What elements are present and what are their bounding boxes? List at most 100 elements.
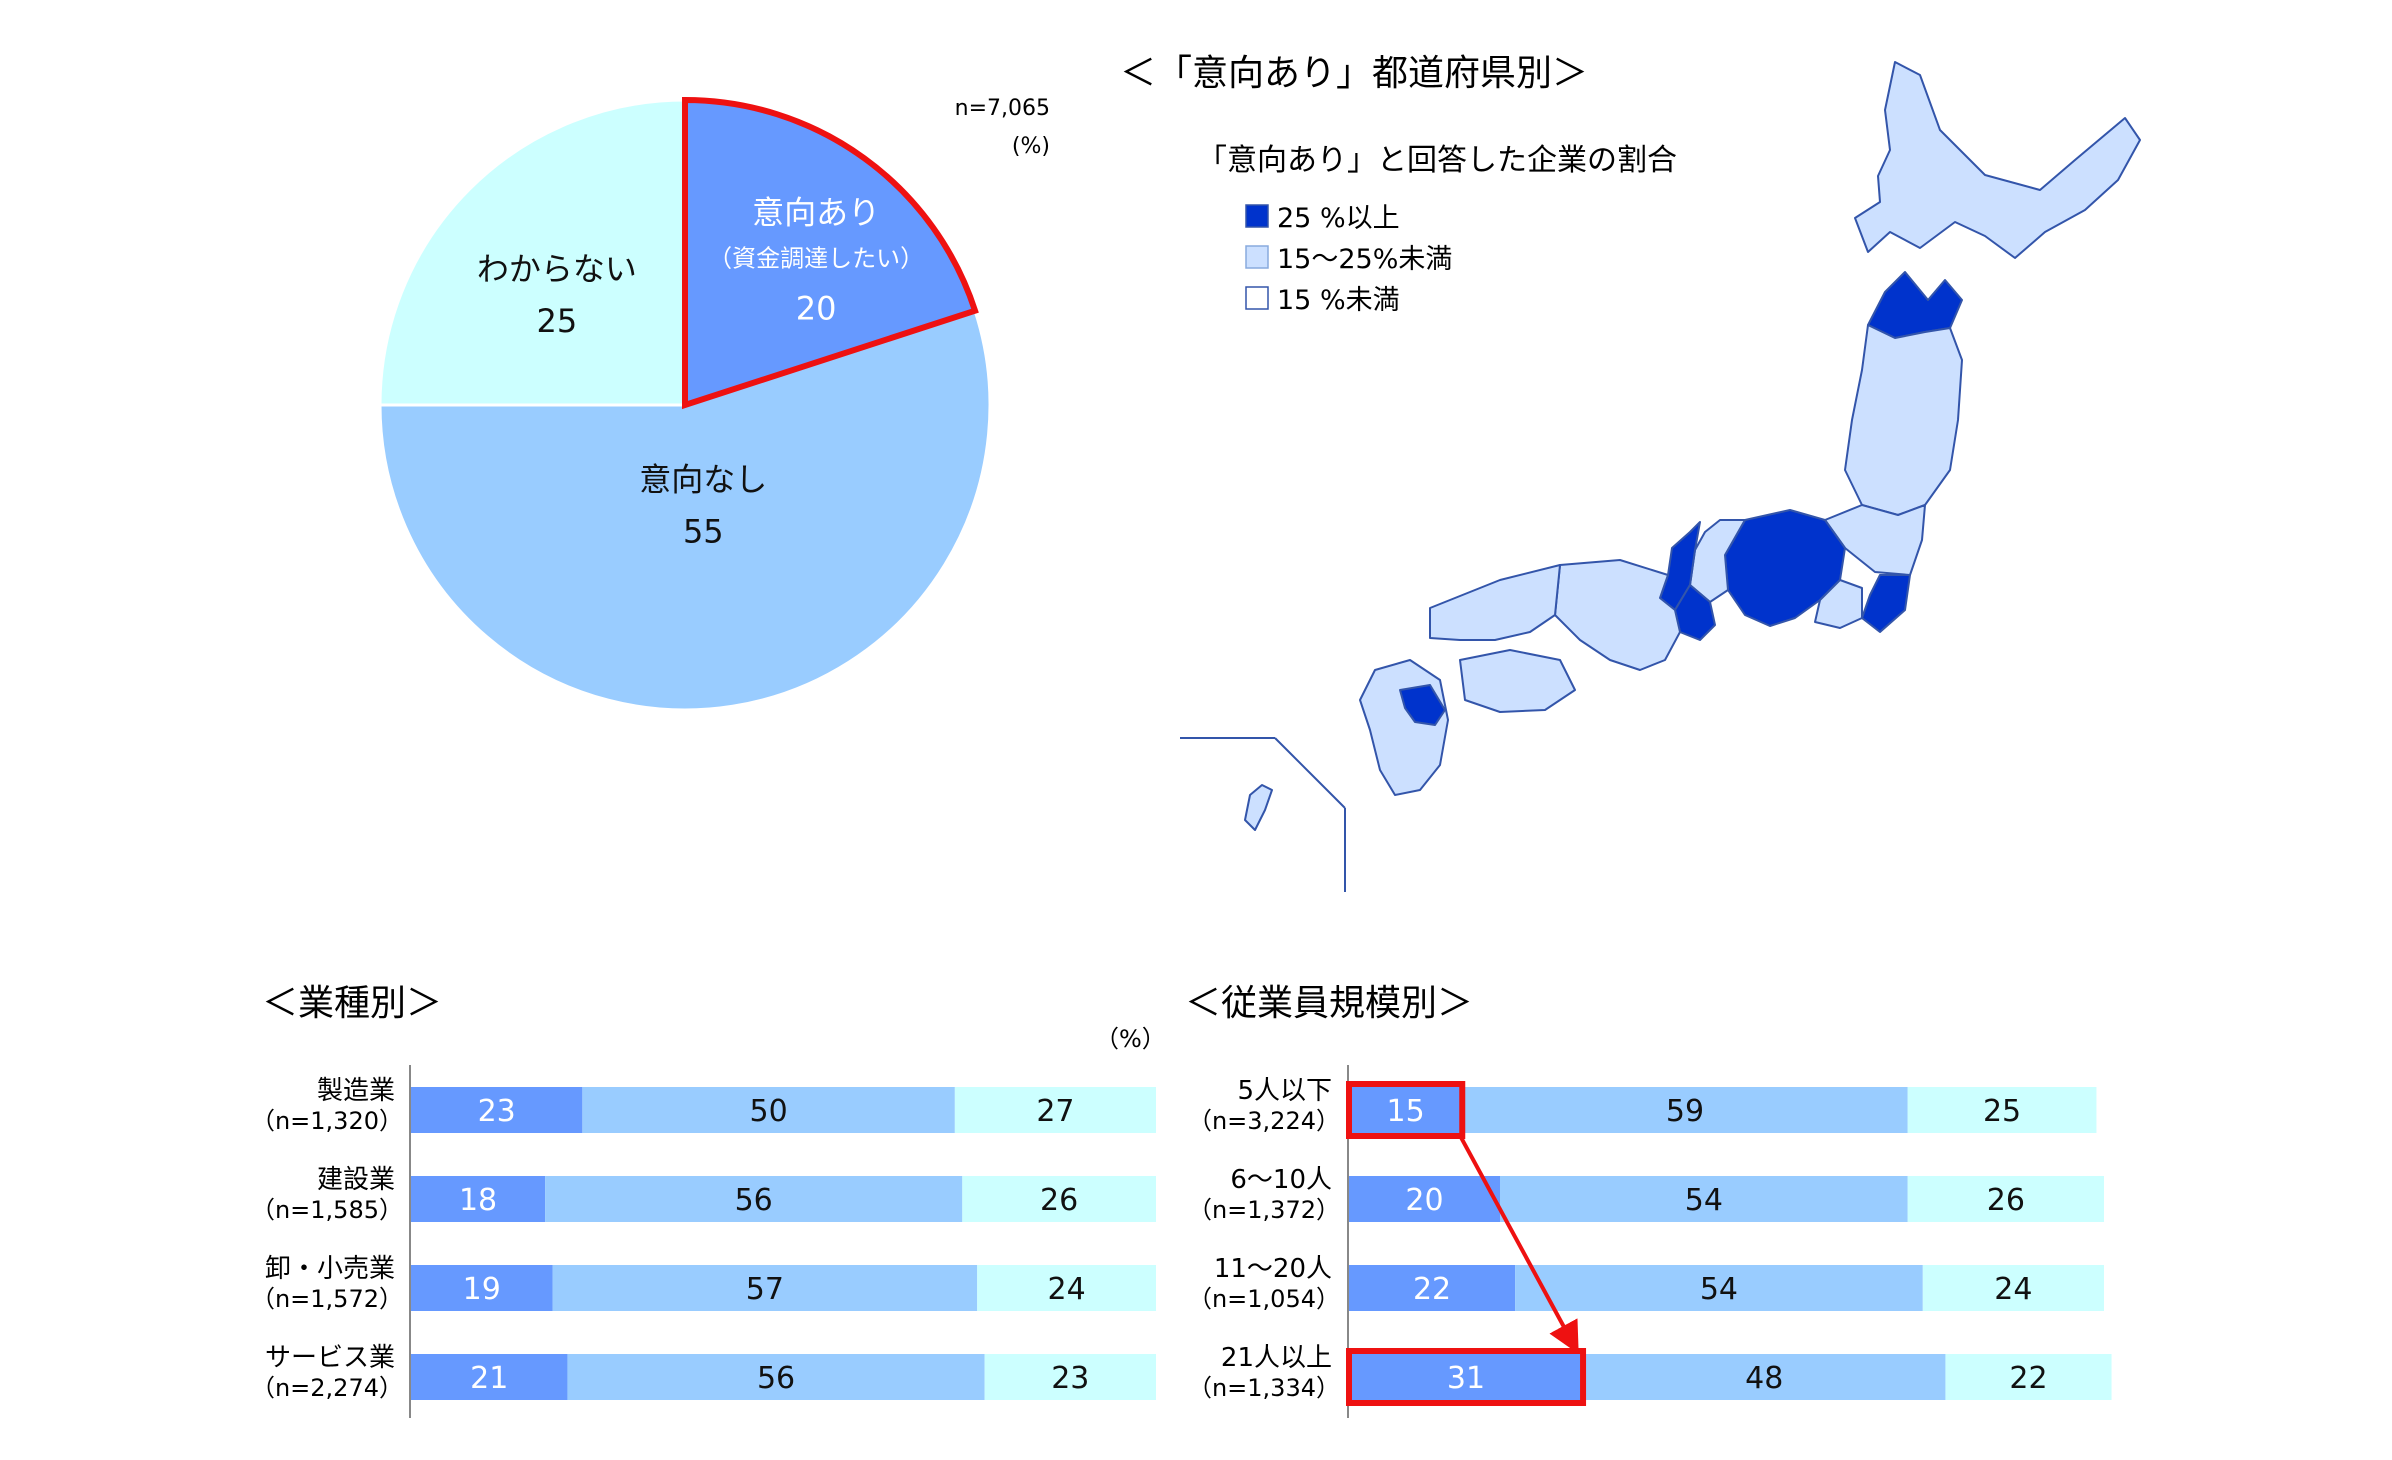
pie-label-1: 意向なし bbox=[639, 461, 767, 499]
size-bar-3-seg-0 bbox=[1349, 1354, 1584, 1400]
legend-swatch-high bbox=[1245, 204, 1269, 228]
legend-label-high: 25 %以上 bbox=[1277, 203, 1400, 234]
map-tohoku bbox=[1844, 324, 1963, 516]
size-row-n-1: （n=1,372） bbox=[1188, 1196, 1340, 1224]
pie-slice-2 bbox=[378, 98, 687, 407]
map-legend: 25 %以上 15～25%未満 15 %未満 bbox=[1245, 203, 1452, 316]
industry-bar-3-value-1: 56 bbox=[757, 1361, 795, 1396]
size-bar-0-value-2: 25 bbox=[1983, 1094, 2021, 1129]
size-row-label-3: 21人以上 bbox=[1221, 1343, 1332, 1373]
size-highlights bbox=[1346, 1081, 1587, 1406]
legend-swatch-low bbox=[1245, 286, 1269, 310]
size-bar-1-seg-1 bbox=[1500, 1176, 1908, 1222]
map-shikoku bbox=[1459, 649, 1576, 713]
industry-bar-3-value-2: 23 bbox=[1051, 1361, 1089, 1396]
map-legend-title: 「意向あり」と回答した企業の割合 bbox=[1197, 143, 1677, 178]
map-kanto-north bbox=[1824, 504, 1926, 576]
size-highlight-arrow bbox=[1458, 1135, 1579, 1355]
industry-bar-0-seg-0 bbox=[411, 1087, 583, 1133]
legend-label-mid: 15～25%未満 bbox=[1277, 244, 1452, 275]
industry-bar-2-seg-2 bbox=[977, 1265, 1156, 1311]
industry-bar-2-seg-1 bbox=[552, 1265, 978, 1311]
industry-bar-0-value-2: 27 bbox=[1036, 1094, 1074, 1129]
size-row-n-0: （n=3,224） bbox=[1188, 1107, 1340, 1135]
industry-row-label-0: 製造業 bbox=[317, 1076, 395, 1106]
size-highlight-box-0 bbox=[1346, 1081, 1466, 1139]
size-bar-1-seg-0 bbox=[1349, 1176, 1500, 1222]
size-bar-0-value-1: 59 bbox=[1666, 1094, 1704, 1129]
map-hokkaido bbox=[1854, 61, 2141, 259]
size-bar-3-value-1: 48 bbox=[1745, 1361, 1783, 1396]
size-bar-2-value-2: 24 bbox=[1994, 1272, 2032, 1307]
pie-value-1: 55 bbox=[683, 513, 724, 551]
size-bar-3-value-0: 31 bbox=[1447, 1361, 1485, 1396]
industry-row-n-2: （n=1,572） bbox=[251, 1285, 403, 1313]
industry-bar-1-seg-2 bbox=[962, 1176, 1156, 1222]
size-row-label-0: 5人以下 bbox=[1237, 1076, 1332, 1106]
size-bar-0-seg-0 bbox=[1349, 1087, 1463, 1133]
map-kansai bbox=[1554, 559, 1681, 671]
size-bar-chart: 15 59 25 5人以下（n=3,224） 20 54 26 6～10人（n=1,372） 2… bbox=[1188, 1076, 2112, 1402]
size-bar-3-seg-1 bbox=[1583, 1354, 1946, 1400]
legend-label-low: 15 %未満 bbox=[1277, 285, 1400, 316]
industry-bar-1-value-1: 56 bbox=[735, 1183, 773, 1218]
pie-unit-label: (%) bbox=[1012, 134, 1050, 159]
size-bar-0-seg-2 bbox=[1907, 1087, 2097, 1133]
pie-sublabel-0: （資金調達したい） bbox=[708, 245, 924, 273]
size-row-n-2: （n=1,054） bbox=[1188, 1285, 1340, 1313]
industry-row-n-0: （n=1,320） bbox=[251, 1107, 403, 1135]
pie-label-0: 意向あり bbox=[752, 194, 880, 232]
pie-highlight-outline bbox=[682, 96, 979, 410]
map-title: ＜「意向あり」都道府県別＞ bbox=[1120, 53, 1588, 94]
industry-bar-2-value-1: 57 bbox=[746, 1272, 784, 1307]
size-highlight-box-3 bbox=[1346, 1348, 1587, 1406]
size-bar-3-value-2: 22 bbox=[2009, 1361, 2047, 1396]
map-okinawa bbox=[1244, 784, 1273, 831]
size-row-label-1: 6～10人 bbox=[1230, 1165, 1332, 1195]
size-bar-2-seg-2 bbox=[1922, 1265, 2104, 1311]
industry-title: ＜業種別＞ bbox=[262, 983, 442, 1024]
industry-bar-1-value-0: 18 bbox=[459, 1183, 497, 1218]
industry-bar-3-seg-0 bbox=[411, 1354, 568, 1400]
map-kumamoto bbox=[1399, 684, 1446, 726]
size-bar-2-value-0: 22 bbox=[1413, 1272, 1451, 1307]
legend-swatch-mid bbox=[1245, 245, 1269, 269]
japan-map bbox=[1244, 61, 2141, 831]
map-chiba bbox=[1861, 574, 1911, 633]
industry-row-n-3: （n=2,274） bbox=[251, 1374, 403, 1402]
industry-bar-1-seg-1 bbox=[545, 1176, 963, 1222]
map-inset-border bbox=[1180, 737, 1346, 892]
industry-bar-0-value-1: 50 bbox=[750, 1094, 788, 1129]
industry-bar-1-seg-0 bbox=[411, 1176, 546, 1222]
size-bar-1-value-0: 20 bbox=[1405, 1183, 1443, 1218]
industry-unit-label: （%） bbox=[1095, 1025, 1166, 1053]
pie-n-label: n=7,065 bbox=[955, 96, 1050, 121]
size-title: ＜従業員規模別＞ bbox=[1185, 983, 1473, 1024]
industry-row-label-3: サービス業 bbox=[265, 1343, 395, 1373]
map-chugoku bbox=[1429, 564, 1561, 641]
size-bar-2-seg-1 bbox=[1515, 1265, 1923, 1311]
size-row-n-3: （n=1,334） bbox=[1188, 1374, 1340, 1402]
industry-bar-2-value-0: 19 bbox=[463, 1272, 501, 1307]
size-bar-1-seg-2 bbox=[1907, 1176, 2104, 1222]
industry-bar-0-seg-2 bbox=[954, 1087, 1156, 1133]
industry-row-label-2: 卸・小売業 bbox=[265, 1254, 395, 1284]
size-bar-0-seg-1 bbox=[1462, 1087, 1908, 1133]
industry-bar-0-seg-1 bbox=[582, 1087, 955, 1133]
size-bar-3-seg-2 bbox=[1945, 1354, 2112, 1400]
pie-chart: 意向あり （資金調達したい） 20 意向なし 55 わからない 25 bbox=[378, 96, 992, 712]
industry-bar-chart: 23 50 27 製造業（n=1,320） 18 56 26 建設業（n=1,585） 19 57… bbox=[251, 1076, 1156, 1402]
size-bar-0-value-0: 15 bbox=[1387, 1094, 1425, 1129]
industry-bar-3-seg-2 bbox=[984, 1354, 1156, 1400]
industry-row-label-1: 建設業 bbox=[317, 1165, 395, 1195]
size-bar-2-seg-0 bbox=[1349, 1265, 1516, 1311]
pie-value-0: 20 bbox=[796, 290, 837, 328]
size-bar-1-value-1: 54 bbox=[1685, 1183, 1723, 1218]
size-bar-2-value-1: 54 bbox=[1700, 1272, 1738, 1307]
pie-value-2: 25 bbox=[537, 302, 578, 340]
pie-label-2: わからない bbox=[477, 250, 637, 288]
pie-slice-1 bbox=[378, 308, 992, 712]
industry-bar-3-seg-1 bbox=[567, 1354, 985, 1400]
industry-row-n-1: （n=1,585） bbox=[251, 1196, 403, 1224]
